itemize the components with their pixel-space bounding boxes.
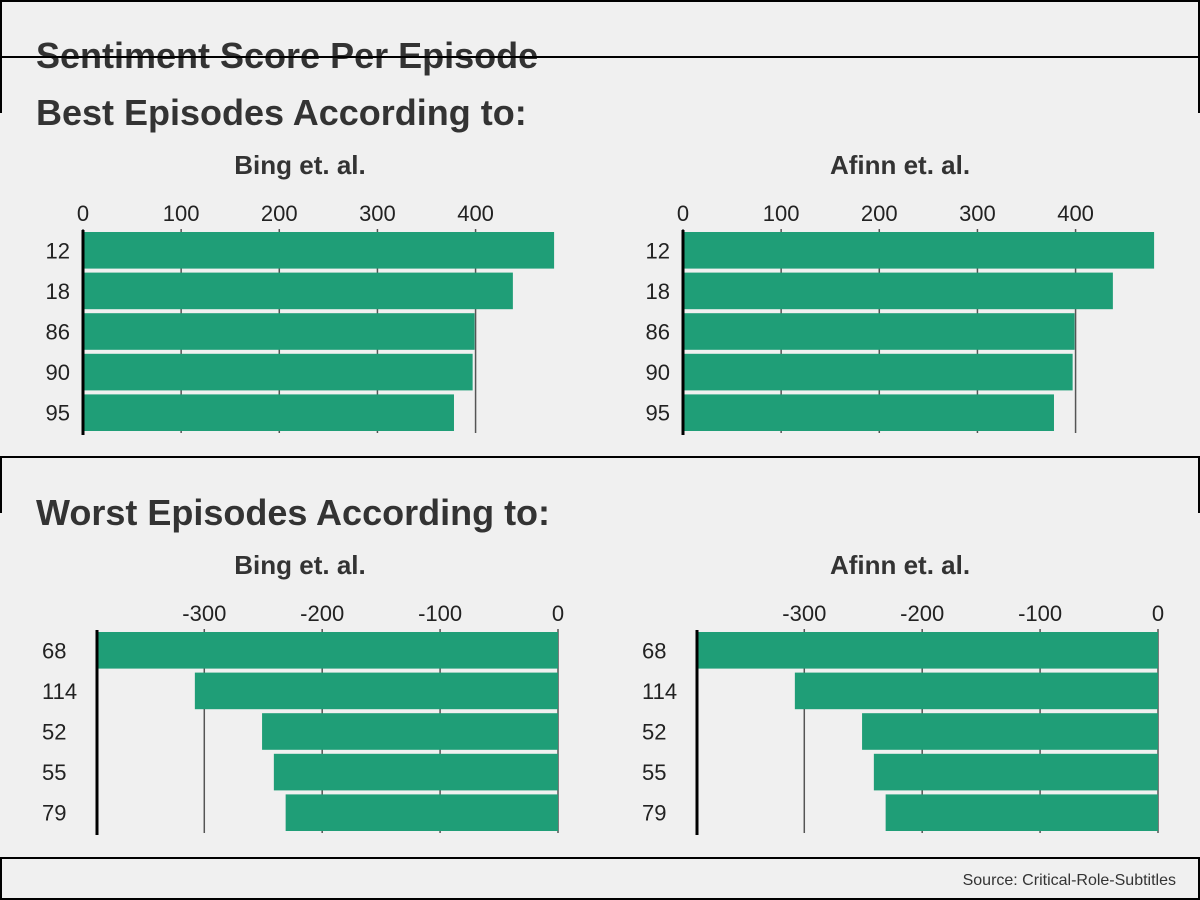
tick-label-best-afinn-0: 0 <box>677 201 689 226</box>
tick-label-best-bing-2: 200 <box>261 201 298 226</box>
bar-worst-afinn-ep114 <box>794 672 1158 710</box>
tick-label-worst-bing-2: -100 <box>418 601 462 626</box>
bar-best-bing-ep86 <box>83 313 475 350</box>
bar-worst-afinn-ep55 <box>873 753 1158 791</box>
frame-footer-box <box>0 857 1200 900</box>
tick-label-best-bing-3: 300 <box>359 201 396 226</box>
bar-best-afinn-ep95 <box>683 394 1054 431</box>
category-label-best-bing-1: 18 <box>46 279 70 304</box>
tick-label-worst-afinn-2: -100 <box>1018 601 1062 626</box>
tick-label-worst-bing-3: 0 <box>552 601 564 626</box>
category-label-best-afinn-2: 86 <box>646 320 670 345</box>
bar-best-bing-ep18 <box>83 272 513 310</box>
tick-label-worst-afinn-1: -200 <box>900 601 944 626</box>
tick-label-worst-bing-0: -300 <box>182 601 226 626</box>
category-label-best-bing-0: 12 <box>46 238 70 263</box>
bar-best-afinn-ep86 <box>683 313 1075 350</box>
category-label-best-bing-4: 95 <box>46 401 70 426</box>
chart-title-worst-afinn: Afinn et. al. <box>830 550 970 580</box>
tick-label-worst-afinn-3: 0 <box>1152 601 1164 626</box>
tick-label-best-bing-4: 400 <box>457 201 494 226</box>
section-heading-best: Best Episodes According to: <box>36 92 527 133</box>
bar-best-bing-ep95 <box>83 394 454 431</box>
bar-best-afinn-ep12 <box>683 232 1155 269</box>
tick-label-best-afinn-3: 300 <box>959 201 996 226</box>
tick-label-best-bing-0: 0 <box>77 201 89 226</box>
bar-worst-bing-ep114 <box>194 672 559 710</box>
category-label-worst-bing-3: 55 <box>42 760 66 785</box>
source-caption: Source: Critical-Role-Subtitles <box>963 872 1176 889</box>
bar-worst-afinn-ep79 <box>885 794 1158 831</box>
tick-label-best-afinn-1: 100 <box>763 201 800 226</box>
category-label-worst-afinn-3: 55 <box>642 760 666 785</box>
chart-title-best-bing: Bing et. al. <box>234 150 365 180</box>
bar-worst-bing-ep52 <box>262 713 558 750</box>
bar-worst-bing-ep79 <box>285 794 558 831</box>
frame-section-divider <box>0 456 1200 513</box>
category-label-worst-bing-1: 114 <box>42 679 77 704</box>
category-label-worst-bing-4: 79 <box>42 801 66 826</box>
category-label-worst-afinn-2: 52 <box>642 720 666 745</box>
category-label-worst-bing-2: 52 <box>42 720 66 745</box>
category-label-worst-afinn-4: 79 <box>642 801 666 826</box>
bar-best-bing-ep90 <box>83 353 473 391</box>
bar-worst-afinn-ep68 <box>697 632 1158 669</box>
category-label-worst-afinn-1: 114 <box>642 679 677 704</box>
bar-best-afinn-ep18 <box>683 272 1113 310</box>
category-label-worst-afinn-0: 68 <box>642 638 666 663</box>
page-title: Sentiment Score Per Episode <box>36 35 538 76</box>
category-label-best-afinn-4: 95 <box>646 401 670 426</box>
chart-worst-afinn: Afinn et. al. 68 114 52 55 79 -300 -200 -100 0 <box>642 550 1164 835</box>
bar-worst-afinn-ep52 <box>862 713 1158 750</box>
category-label-best-bing-2: 86 <box>46 320 70 345</box>
chart-worst-bing: Bing et. al. 68 114 52 55 79 -300 -200 -100 0 <box>42 550 564 835</box>
section-heading-worst: Worst Episodes According to: <box>36 492 550 533</box>
category-label-best-afinn-3: 90 <box>646 360 670 385</box>
bar-worst-bing-ep68 <box>97 632 558 669</box>
tick-label-worst-afinn-0: -300 <box>782 601 826 626</box>
bar-worst-bing-ep55 <box>273 753 558 791</box>
tick-label-best-bing-1: 100 <box>163 201 200 226</box>
bar-best-afinn-ep90 <box>683 353 1073 391</box>
chart-best-afinn: Afinn et. al. 12 18 86 90 95 0 100 200 300 400 <box>646 150 1155 435</box>
category-label-best-bing-3: 90 <box>46 360 70 385</box>
tick-label-best-afinn-4: 400 <box>1057 201 1094 226</box>
chart-title-worst-bing: Bing et. al. <box>234 550 365 580</box>
tick-label-worst-bing-1: -200 <box>300 601 344 626</box>
bar-best-bing-ep12 <box>83 232 555 269</box>
category-label-worst-bing-0: 68 <box>42 638 66 663</box>
category-label-best-afinn-0: 12 <box>646 238 670 263</box>
category-label-best-afinn-1: 18 <box>646 279 670 304</box>
chart-title-best-afinn: Afinn et. al. <box>830 150 970 180</box>
chart-best-bing: Bing et. al. 12 18 86 90 95 0 100 200 300 400 <box>46 150 555 435</box>
tick-label-best-afinn-2: 200 <box>861 201 898 226</box>
